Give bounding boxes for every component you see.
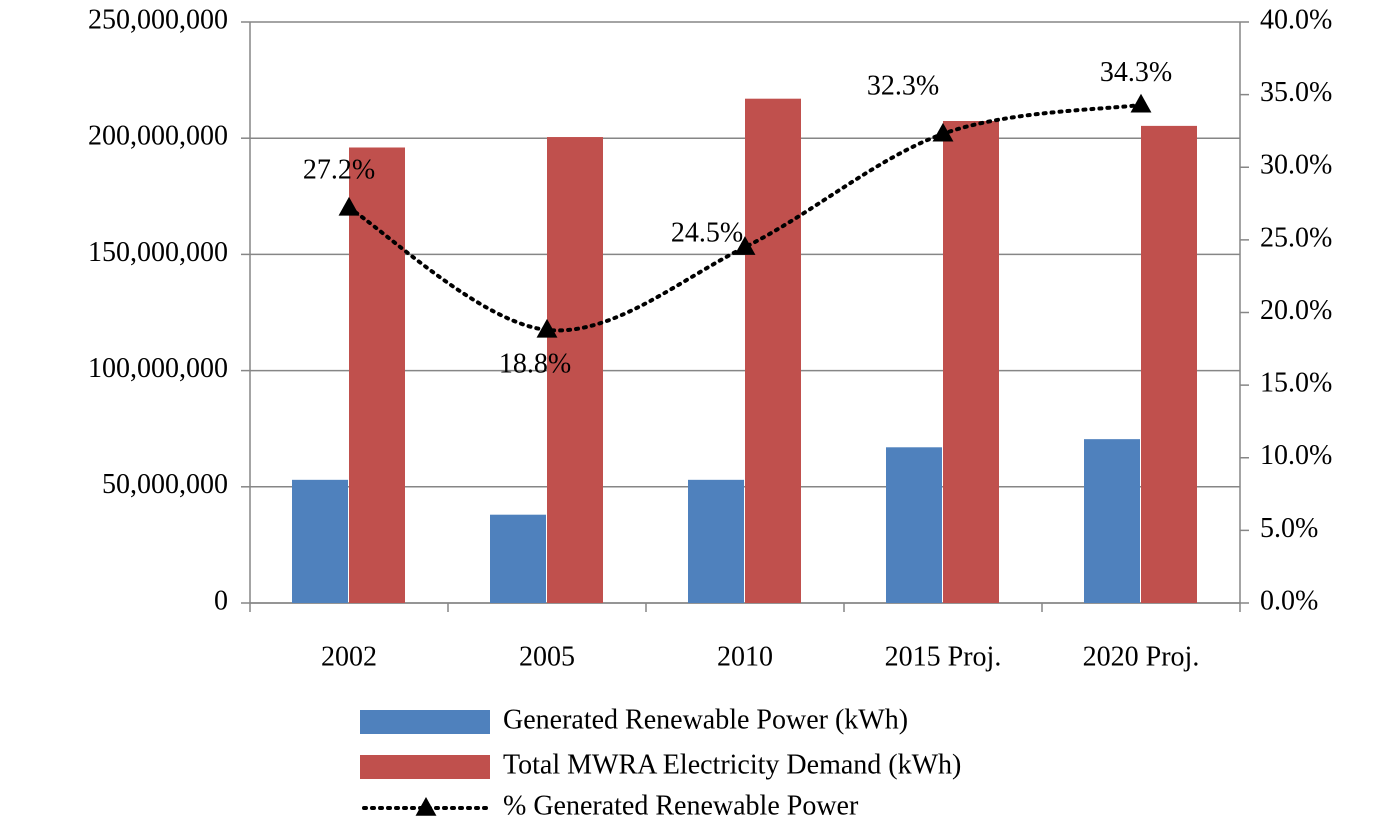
x-tick-label: 2015 Proj. [885,641,1002,672]
y-tick-label: 150,000,000 [88,237,228,268]
y-tick-label: 200,000,000 [88,121,228,152]
line-marker [338,196,360,216]
data-label: 24.5% [671,218,743,249]
x-tick-label: 2020 Proj. [1083,641,1200,672]
bar [292,479,348,603]
bar [547,137,603,603]
data-label: 32.3% [867,70,939,101]
y-tick-label: 0 [214,585,228,616]
line-marker [536,318,558,338]
data-label: 34.3% [1100,57,1172,88]
y2-tick-label: 15.0% [1260,368,1332,399]
bar [1141,125,1197,603]
bar [745,98,801,603]
legend-swatch [360,755,490,779]
x-tick-label: 2010 [717,641,773,672]
legend-label: Generated Renewable Power (kWh) [503,704,908,735]
bar [886,447,942,603]
y-tick-label: 250,000,000 [88,4,228,35]
y2-tick-label: 5.0% [1260,513,1318,544]
bar [349,147,405,603]
line-marker [932,122,954,142]
legend-swatch [360,710,490,734]
y2-tick-label: 20.0% [1260,295,1332,326]
data-label: 27.2% [303,154,375,185]
y2-tick-label: 30.0% [1260,150,1332,181]
line-marker [734,236,756,255]
y2-tick-label: 25.0% [1260,222,1332,253]
bar [490,514,546,603]
line-marker [1130,93,1152,113]
y-tick-label: 100,000,000 [88,353,228,384]
legend-label: % Generated Renewable Power [503,790,859,821]
data-label: 18.8% [499,348,571,379]
legend-marker [415,797,437,816]
bar [688,479,744,603]
line [347,102,1143,333]
bar [943,121,999,603]
legend-label: Total MWRA Electricity Demand (kWh) [503,749,961,780]
y2-tick-label: 10.0% [1260,440,1332,471]
y-tick-label: 50,000,000 [102,469,228,500]
x-tick-label: 2002 [321,641,377,672]
y2-tick-label: 35.0% [1260,77,1332,108]
y2-tick-label: 0.0% [1260,585,1318,616]
bar [1084,439,1140,603]
y2-tick-label: 40.0% [1260,4,1332,35]
x-tick-label: 2005 [519,641,575,672]
